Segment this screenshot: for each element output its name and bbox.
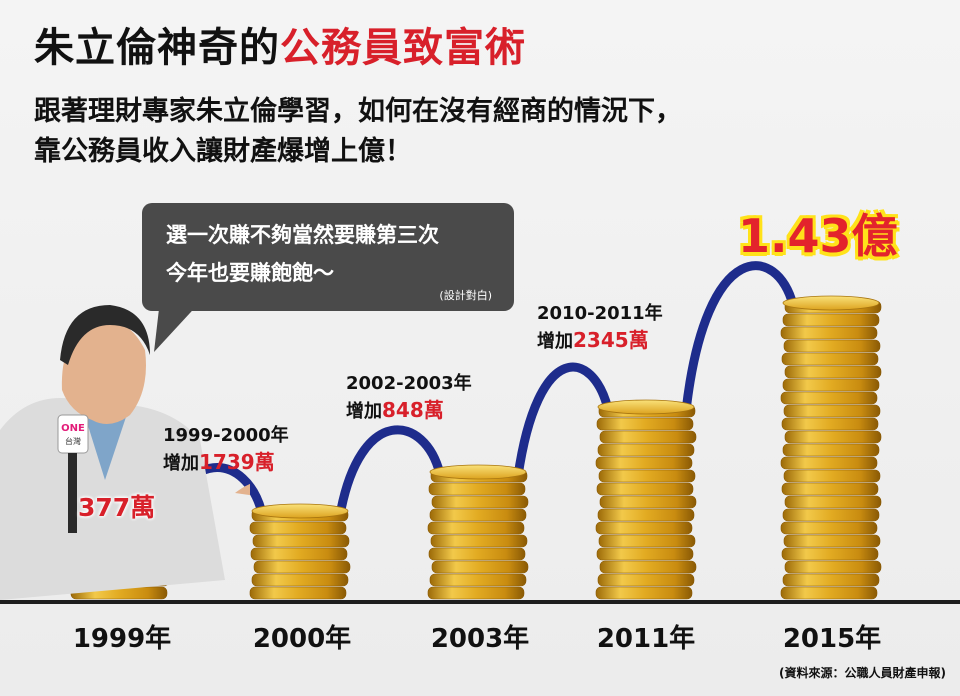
year-label-2015: 2015年 (782, 624, 882, 654)
bubble-line-2: 今年也要賺飽飽～ (166, 261, 334, 285)
period-label-3: 2010-2011年 增加2345萬 (537, 300, 663, 355)
year-label-2003: 2003年 (430, 624, 530, 654)
period-amount-2: 848萬 (382, 398, 444, 422)
microphone-icon (68, 453, 77, 533)
subtitle-line-2: 靠公務員收入讓財產爆增上億！ (34, 136, 412, 167)
year-label-1999: 1999年 (72, 624, 172, 654)
title-black: 朱立倫神奇的 (34, 25, 280, 71)
mic-brand: ONE (61, 423, 85, 434)
growth-arc-3 (513, 362, 613, 481)
period-label-1: 1999-2000年 增加1739萬 (163, 422, 289, 477)
ground-line (0, 600, 960, 604)
coin-stack-2011年 (595, 399, 697, 600)
final-amount: 1.43億 (738, 209, 898, 263)
title-red: 公務員致富術 (280, 25, 526, 71)
bubble-note: (設計對白) (439, 289, 492, 302)
period-amount-3: 2345萬 (573, 328, 649, 352)
coin-stack-2000年 (249, 503, 351, 600)
period-prefix-1: 增加 (163, 453, 199, 474)
subtitle: 跟著理財專家朱立倫學習，如何在沒有經商的情況下， 靠公務員收入讓財產爆增上億！ (34, 92, 682, 172)
growth-arc-2 (335, 425, 445, 520)
source-note: (資料來源：公職人員財產申報) (779, 666, 946, 680)
period-range-2: 2002-2003年 (346, 373, 472, 394)
period-range-1: 1999-2000年 (163, 425, 289, 446)
year-label-2000: 2000年 (252, 624, 352, 654)
person-figure: ONE 台灣 (0, 305, 250, 600)
period-amount-1: 1739萬 (199, 450, 275, 474)
period-range-3: 2010-2011年 (537, 303, 663, 324)
period-label-2: 2002-2003年 增加848萬 (346, 370, 472, 425)
bubble-line-1: 選一次賺不夠當然要賺第三次 (166, 223, 439, 247)
mic-flag (57, 414, 89, 454)
year-label-2011: 2011年 (596, 624, 696, 654)
coin-stack-2015年 (780, 295, 882, 600)
mic-tag: 台灣 (65, 436, 81, 446)
growth-arc-4 (681, 261, 798, 416)
bubble-tail (154, 300, 202, 352)
period-prefix-3: 增加 (537, 331, 573, 352)
page-title: 朱立倫神奇的公務員致富術 (34, 24, 526, 72)
period-prefix-2: 增加 (346, 401, 382, 422)
speech-bubble: 選一次賺不夠當然要賺第三次 今年也要賺飽飽～ (設計對白) (142, 203, 514, 311)
first-amount: 377萬 (78, 493, 156, 522)
subtitle-line-1: 跟著理財專家朱立倫學習，如何在沒有經商的情況下， (34, 96, 682, 127)
coin-stack-2003年 (427, 464, 529, 600)
